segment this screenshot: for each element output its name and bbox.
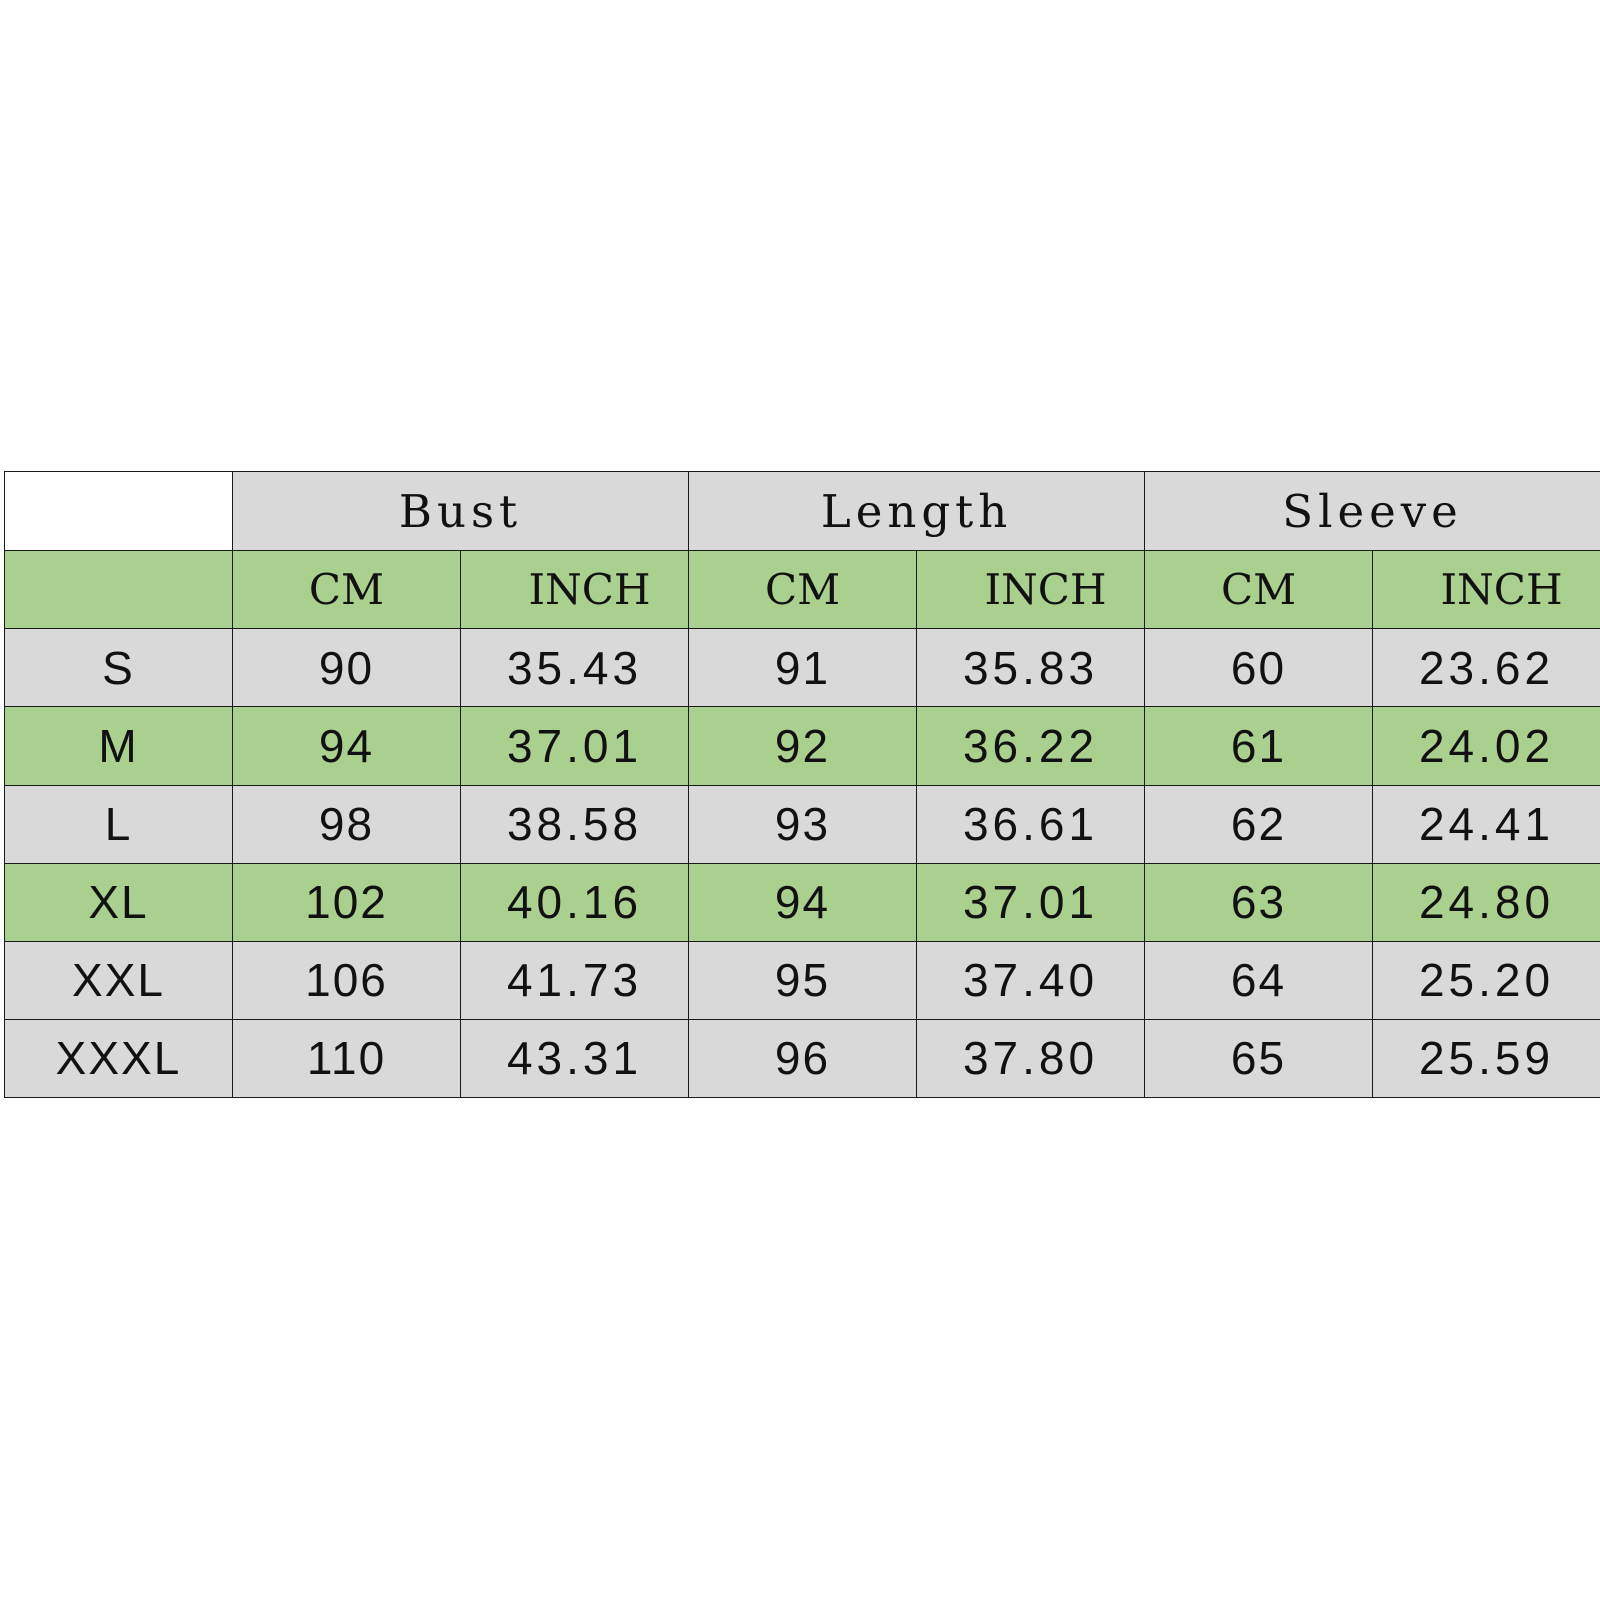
- table-row: XL 102 40.16 94 37.01 63 24.80: [4, 862, 1600, 942]
- cell-length-cm: 93: [688, 784, 918, 864]
- cell-bust-cm: 94: [232, 706, 461, 786]
- unit-header-sleeve-cm: CM: [1144, 550, 1374, 630]
- cell-bust-cm: 98: [232, 784, 461, 864]
- unit-header-bust-cm: CM: [232, 550, 461, 630]
- table-row: XXXL 110 43.31 96 37.80 65 25.59: [4, 1018, 1600, 1099]
- cell-bust-cm: 90: [232, 628, 461, 708]
- cell-length-cm: 91: [688, 628, 918, 708]
- size-rows: S 90 35.43 91 35.83 60 23.62 M 94 37.01 92 36.22 61 2…: [4, 628, 1600, 1099]
- cell-bust-inch: 40.16: [459, 862, 690, 942]
- cell-length-cm: 95: [688, 940, 918, 1020]
- group-header-bust: Bust: [231, 470, 690, 552]
- cell-length-inch: 36.22: [916, 706, 1146, 786]
- cell-sleeve-cm: 61: [1144, 706, 1374, 786]
- cell-sleeve-inch: 23.62: [1372, 628, 1600, 708]
- unit-header-blank: [4, 550, 233, 630]
- cell-length-cm: 92: [688, 706, 918, 786]
- measurement-group-header-row: Bust Length Sleeve: [4, 470, 1600, 552]
- table-row: XXL 106 41.73 95 37.40 64 25.20: [4, 940, 1600, 1020]
- cell-sleeve-inch: 24.02: [1372, 706, 1600, 786]
- unit-header-row: CM INCH CM INCH CM INCH: [4, 550, 1600, 630]
- cell-length-inch: 35.83: [916, 628, 1146, 708]
- cell-length-inch: 37.01: [916, 862, 1146, 942]
- size-label-cell: XXXL: [4, 1018, 233, 1099]
- table-row: M 94 37.01 92 36.22 61 24.02: [4, 706, 1600, 786]
- unit-header-bust-inch: INCH: [459, 550, 690, 630]
- cell-bust-inch: 37.01: [459, 706, 690, 786]
- group-header-length: Length: [688, 470, 1146, 552]
- cell-sleeve-inch: 25.59: [1372, 1018, 1600, 1099]
- unit-header-length-inch: INCH: [916, 550, 1146, 630]
- cell-length-inch: 36.61: [916, 784, 1146, 864]
- cell-bust-inch: 35.43: [459, 628, 690, 708]
- size-label-cell: XL: [4, 862, 233, 942]
- table-row: S 90 35.43 91 35.83 60 23.62: [4, 628, 1600, 708]
- cell-sleeve-cm: 62: [1144, 784, 1374, 864]
- cell-sleeve-cm: 65: [1144, 1018, 1374, 1099]
- unit-header-length-cm: CM: [688, 550, 918, 630]
- cell-bust-cm: 106: [232, 940, 461, 1020]
- cell-bust-cm: 110: [232, 1018, 461, 1099]
- size-label-cell: S: [4, 628, 233, 708]
- cell-length-inch: 37.40: [916, 940, 1146, 1020]
- cell-bust-inch: 38.58: [459, 784, 690, 864]
- cell-length-cm: 96: [688, 1018, 918, 1099]
- size-chart-table: Bust Length Sleeve CM INCH CM INCH CM IN…: [4, 470, 1600, 1099]
- cell-sleeve-cm: 64: [1144, 940, 1374, 1020]
- table-row: L 98 38.58 93 36.61 62 24.41: [4, 784, 1600, 864]
- cell-sleeve-inch: 24.80: [1372, 862, 1600, 942]
- cell-length-inch: 37.80: [916, 1018, 1146, 1099]
- size-label-cell: XXL: [4, 940, 233, 1020]
- cell-bust-inch: 41.73: [459, 940, 690, 1020]
- cell-length-cm: 94: [688, 862, 918, 942]
- cell-sleeve-inch: 24.41: [1372, 784, 1600, 864]
- size-label-cell: L: [4, 784, 233, 864]
- unit-header-sleeve-inch: INCH: [1372, 550, 1600, 630]
- cell-bust-cm: 102: [232, 862, 461, 942]
- cell-sleeve-inch: 25.20: [1372, 940, 1600, 1020]
- corner-cell: [4, 470, 233, 552]
- size-label-cell: M: [4, 706, 233, 786]
- cell-sleeve-cm: 60: [1144, 628, 1374, 708]
- cell-bust-inch: 43.31: [459, 1018, 690, 1099]
- cell-sleeve-cm: 63: [1144, 862, 1374, 942]
- group-header-sleeve: Sleeve: [1144, 470, 1600, 552]
